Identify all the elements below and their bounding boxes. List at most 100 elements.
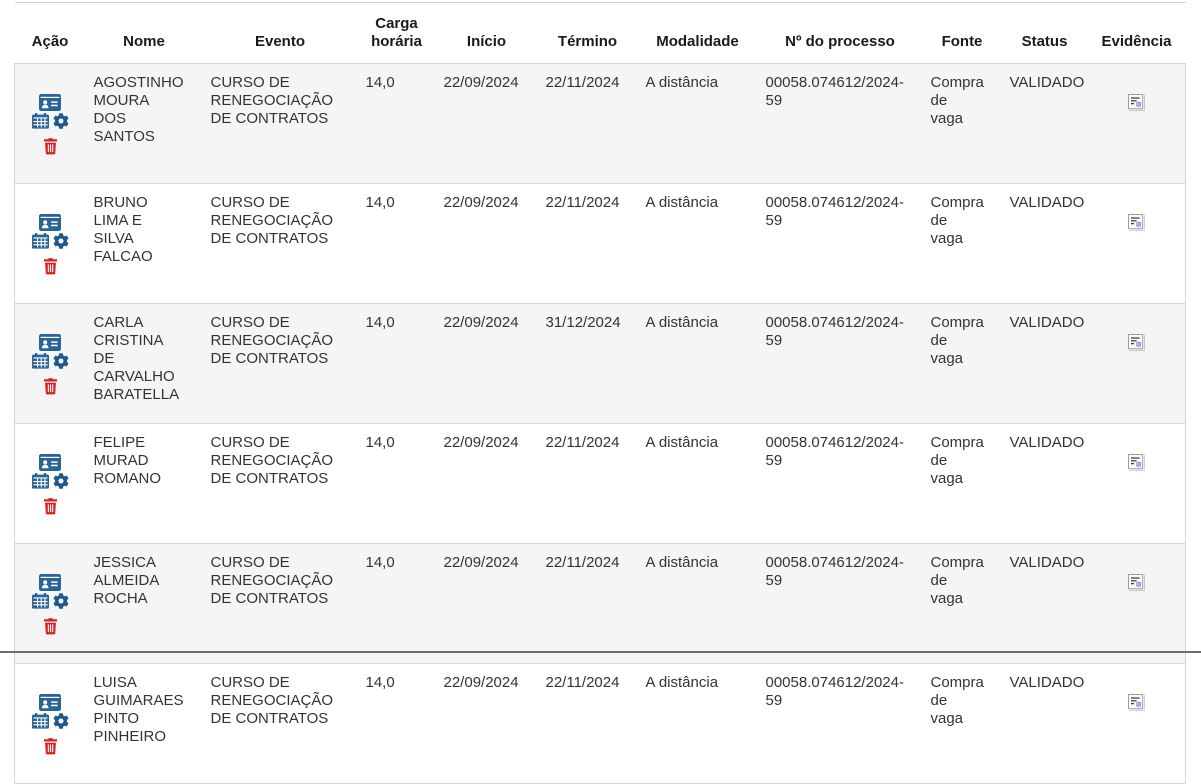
column-header-acao: Ação — [31, 33, 69, 50]
cell-acao — [15, 424, 86, 544]
action-buttons — [23, 92, 78, 155]
cell-fonte: Compra de vaga — [930, 194, 984, 247]
cell-acao — [15, 304, 86, 424]
gear-icon[interactable] — [53, 713, 69, 729]
cell-nome: LUISA GUIMARAES PINTO PINHEIRO — [93, 674, 184, 745]
calendar-icon[interactable] — [32, 473, 49, 489]
cell-processo: 00058.074612/2024- 59 — [765, 674, 904, 709]
cell-processo: 00058.074612/2024- 59 — [765, 554, 904, 589]
column-header-nome: Nome — [123, 33, 165, 50]
cell-modalidade: A distância — [645, 434, 719, 451]
cell-processo: 00058.074612/2024- 59 — [765, 74, 904, 109]
id-card-icon[interactable] — [39, 334, 61, 351]
trash-icon[interactable] — [43, 258, 58, 275]
column-header-termino: Término — [557, 33, 618, 50]
cell-inicio: 22/09/2024 — [443, 434, 519, 451]
cell-modalidade: A distância — [645, 554, 719, 571]
action-icon-row — [32, 473, 69, 489]
trash-icon[interactable] — [43, 378, 58, 395]
table-row: BRUNO LIMA E SILVA FALCAO CURSO DE RENEG… — [14, 183, 1186, 304]
action-buttons — [23, 452, 78, 515]
document-lines-icon[interactable] — [1128, 454, 1144, 470]
cell-evidencia — [1088, 424, 1186, 544]
calendar-icon[interactable] — [32, 353, 49, 369]
cell-status: VALIDADO — [1009, 74, 1085, 91]
cell-acao — [15, 64, 86, 184]
trash-icon[interactable] — [43, 738, 58, 755]
cell-termino: 22/11/2024 — [545, 194, 620, 211]
cell-carga-horaria: 14,0 — [365, 74, 395, 91]
cell-carga-horaria: 14,0 — [365, 554, 395, 571]
trash-icon[interactable] — [43, 498, 58, 515]
id-card-icon[interactable] — [39, 454, 61, 471]
cell-carga-horaria: 14,0 — [365, 194, 395, 211]
cell-evidencia — [1088, 544, 1186, 664]
calendar-icon[interactable] — [32, 713, 49, 729]
document-lines-icon[interactable] — [1128, 694, 1144, 710]
cell-status: VALIDADO — [1009, 674, 1085, 691]
cell-evento: CURSO DE RENEGOCIAÇÃO DE CONTRATOS — [210, 434, 334, 487]
table-row: JESSICA ALMEIDA ROCHA CURSO DE RENEGOCIA… — [14, 543, 1186, 664]
calendar-icon[interactable] — [32, 113, 49, 129]
document-lines-icon[interactable] — [1128, 574, 1144, 590]
cell-status: VALIDADO — [1009, 314, 1085, 331]
column-header-modalidade: Modalidade — [656, 33, 739, 50]
cell-evento: CURSO DE RENEGOCIAÇÃO DE CONTRATOS — [210, 194, 334, 247]
document-lines-icon[interactable] — [1128, 334, 1144, 350]
header-row: Ação Nome Evento Carga horária Início Té… — [14, 2, 1186, 64]
cell-modalidade: A distância — [645, 674, 719, 691]
calendar-icon[interactable] — [32, 593, 49, 609]
trash-icon[interactable] — [43, 618, 58, 635]
cell-status: VALIDADO — [1009, 434, 1085, 451]
cell-carga-horaria: 14,0 — [365, 314, 395, 331]
cell-nome: FELIPE MURAD ROMANO — [93, 434, 162, 487]
cell-processo: 00058.074612/2024- 59 — [765, 434, 904, 469]
cell-nome: AGOSTINHO MOURA DOS SANTOS — [93, 74, 184, 145]
id-card-icon[interactable] — [39, 574, 61, 591]
cell-fonte: Compra de vaga — [930, 674, 984, 727]
cell-nome: JESSICA ALMEIDA ROCHA — [93, 554, 160, 607]
cell-evento: CURSO DE RENEGOCIAÇÃO DE CONTRATOS — [210, 674, 334, 727]
cell-evidencia — [1088, 664, 1186, 784]
table-row: CARLA CRISTINA DE CARVALHO BARATELLA CUR… — [14, 303, 1186, 424]
gear-icon[interactable] — [53, 113, 69, 129]
gear-icon[interactable] — [53, 593, 69, 609]
cell-status: VALIDADO — [1009, 554, 1085, 571]
column-header-processo: Nº do processo — [785, 33, 895, 50]
action-icon-row — [32, 113, 69, 129]
cell-evento: CURSO DE RENEGOCIAÇÃO DE CONTRATOS — [210, 314, 334, 367]
table-row: AGOSTINHO MOURA DOS SANTOS CURSO DE RENE… — [14, 63, 1186, 184]
id-card-icon[interactable] — [39, 214, 61, 231]
id-card-icon[interactable] — [39, 694, 61, 711]
cell-acao — [15, 184, 86, 304]
document-lines-icon[interactable] — [1128, 94, 1144, 110]
cell-inicio: 22/09/2024 — [443, 674, 519, 691]
cell-evento: CURSO DE RENEGOCIAÇÃO DE CONTRATOS — [210, 554, 334, 607]
gear-icon[interactable] — [53, 353, 69, 369]
cell-acao — [15, 544, 86, 664]
cell-evidencia — [1088, 304, 1186, 424]
action-buttons — [23, 332, 78, 395]
cell-processo: 00058.074612/2024- 59 — [765, 314, 904, 349]
action-icon-row — [32, 353, 69, 369]
cell-evento: CURSO DE RENEGOCIAÇÃO DE CONTRATOS — [210, 74, 334, 127]
gear-icon[interactable] — [53, 233, 69, 249]
cell-fonte: Compra de vaga — [930, 314, 984, 367]
cell-carga-horaria: 14,0 — [365, 434, 395, 451]
cell-fonte: Compra de vaga — [930, 554, 984, 607]
table-row: LUISA GUIMARAES PINTO PINHEIRO CURSO DE … — [14, 663, 1186, 784]
bottom-divider — [0, 651, 1201, 653]
calendar-icon[interactable] — [32, 233, 49, 249]
training-records-table: Ação Nome Evento Carga horária Início Té… — [14, 2, 1186, 784]
trash-icon[interactable] — [43, 138, 58, 155]
cell-inicio: 22/09/2024 — [443, 74, 519, 91]
cell-fonte: Compra de vaga — [930, 434, 984, 487]
cell-termino: 22/11/2024 — [545, 434, 620, 451]
gear-icon[interactable] — [53, 473, 69, 489]
cell-modalidade: A distância — [645, 314, 719, 331]
cell-inicio: 22/09/2024 — [443, 314, 519, 331]
cell-processo: 00058.074612/2024- 59 — [765, 194, 904, 229]
column-header-status: Status — [1021, 33, 1068, 50]
document-lines-icon[interactable] — [1128, 214, 1144, 230]
id-card-icon[interactable] — [39, 94, 61, 111]
